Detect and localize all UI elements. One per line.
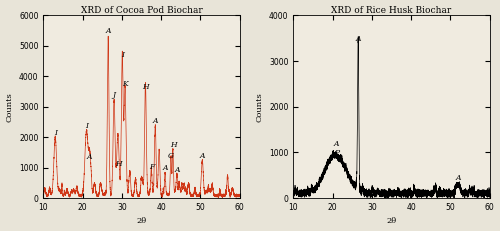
- Title: XRD of Cocoa Pod Biochar: XRD of Cocoa Pod Biochar: [80, 6, 202, 15]
- Text: H: H: [170, 141, 177, 149]
- Text: J: J: [112, 91, 116, 99]
- Text: A: A: [200, 152, 205, 160]
- Y-axis label: Counts: Counts: [256, 92, 264, 122]
- Text: P: P: [334, 149, 339, 157]
- X-axis label: 2θ: 2θ: [136, 217, 146, 225]
- Text: I: I: [54, 129, 56, 137]
- Text: A: A: [162, 164, 168, 172]
- Text: K: K: [122, 80, 128, 88]
- Text: A: A: [456, 174, 461, 182]
- Text: H: H: [142, 83, 149, 91]
- Text: F: F: [148, 163, 154, 171]
- Text: A: A: [106, 27, 111, 35]
- Text: I: I: [85, 122, 88, 130]
- Y-axis label: Counts: Counts: [6, 92, 14, 122]
- Text: H: H: [114, 160, 121, 167]
- Text: A: A: [175, 166, 180, 174]
- Text: G: G: [168, 152, 174, 160]
- Text: A: A: [334, 140, 340, 148]
- Text: A: A: [152, 117, 158, 125]
- Text: A: A: [87, 153, 92, 161]
- Text: A: A: [356, 35, 361, 43]
- Title: XRD of Rice Husk Biochar: XRD of Rice Husk Biochar: [332, 6, 452, 15]
- Text: I: I: [121, 52, 124, 60]
- X-axis label: 2θ: 2θ: [386, 217, 396, 225]
